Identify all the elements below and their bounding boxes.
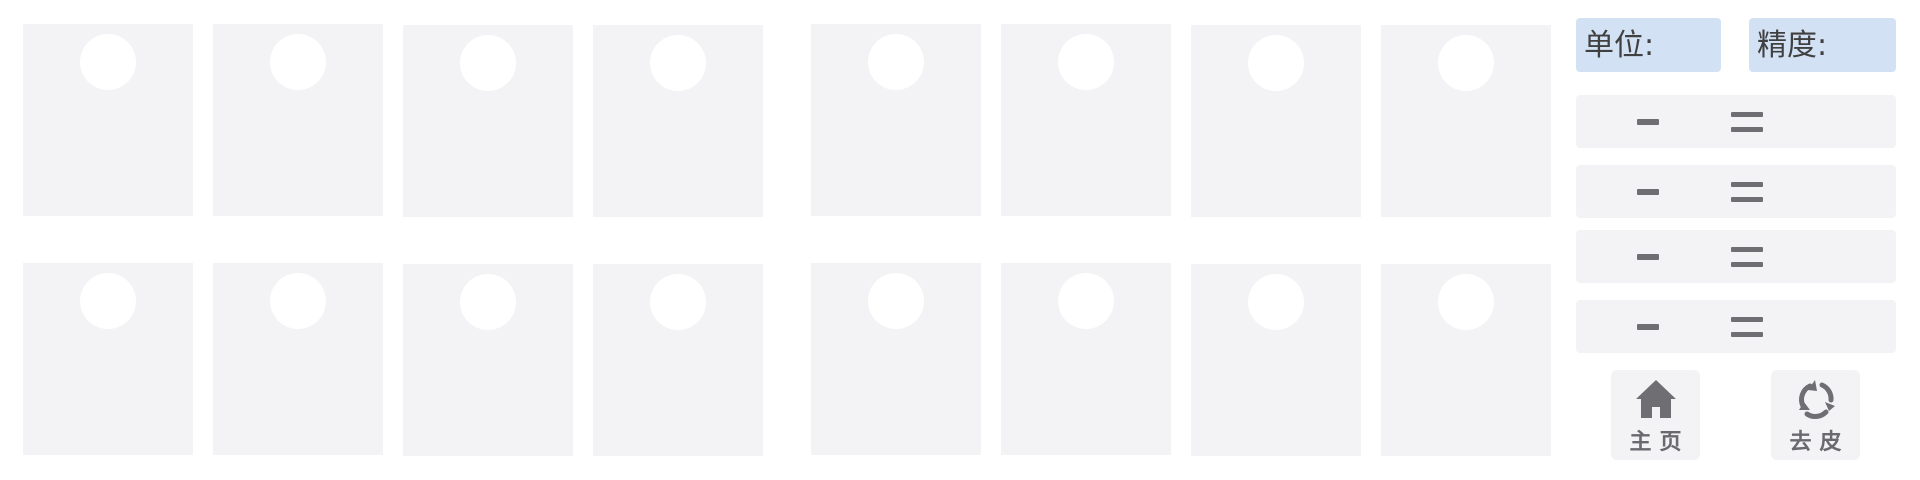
unit-field[interactable]: 单位: — [1576, 18, 1721, 72]
card-circle — [1438, 35, 1494, 91]
card-circle — [1438, 274, 1494, 330]
card-circle — [650, 35, 706, 91]
item-card[interactable] — [593, 264, 763, 456]
card-circle — [460, 35, 516, 91]
equals-icon — [1731, 112, 1763, 132]
card-circle — [270, 273, 326, 329]
control-panel: 单位: 精度: 主页 — [1576, 0, 1896, 480]
item-card[interactable] — [213, 24, 383, 216]
item-card[interactable] — [403, 25, 573, 217]
calc-row[interactable] — [1576, 165, 1896, 218]
card-circle — [270, 34, 326, 90]
item-card[interactable] — [811, 263, 981, 455]
card-circle — [1248, 35, 1304, 91]
tare-label: 去皮 — [1789, 430, 1850, 455]
item-card[interactable] — [23, 24, 193, 216]
item-card[interactable] — [1001, 263, 1171, 455]
home-button[interactable]: 主页 — [1611, 370, 1700, 460]
card-circle — [1058, 34, 1114, 90]
unit-label: 单位: — [1584, 28, 1655, 63]
equals-icon — [1731, 182, 1763, 202]
card-circle — [460, 274, 516, 330]
card-circle — [80, 34, 136, 90]
item-card[interactable] — [23, 263, 193, 455]
item-card[interactable] — [811, 24, 981, 216]
card-circle — [1248, 274, 1304, 330]
card-circle — [650, 274, 706, 330]
calc-row[interactable] — [1576, 95, 1896, 148]
item-card[interactable] — [403, 264, 573, 456]
equals-icon — [1731, 247, 1763, 267]
precision-field[interactable]: 精度: — [1749, 18, 1896, 72]
home-icon — [1636, 380, 1676, 418]
home-label: 主页 — [1629, 430, 1690, 455]
card-circle — [80, 273, 136, 329]
tare-button[interactable]: 去皮 — [1771, 370, 1860, 460]
minus-icon — [1637, 119, 1659, 125]
minus-icon — [1637, 189, 1659, 195]
calc-row[interactable] — [1576, 230, 1896, 283]
item-card[interactable] — [1381, 25, 1551, 217]
item-card[interactable] — [1381, 264, 1551, 456]
item-card[interactable] — [1001, 24, 1171, 216]
item-card[interactable] — [213, 263, 383, 455]
precision-label: 精度: — [1757, 28, 1828, 63]
card-circle — [868, 34, 924, 90]
item-card[interactable] — [1191, 264, 1361, 456]
recycle-icon — [1799, 380, 1835, 419]
card-circle — [868, 273, 924, 329]
card-circle — [1058, 273, 1114, 329]
item-card[interactable] — [593, 25, 763, 217]
equals-icon — [1731, 317, 1763, 337]
calc-row[interactable] — [1576, 300, 1896, 353]
minus-icon — [1637, 324, 1659, 330]
minus-icon — [1637, 254, 1659, 260]
item-card[interactable] — [1191, 25, 1361, 217]
